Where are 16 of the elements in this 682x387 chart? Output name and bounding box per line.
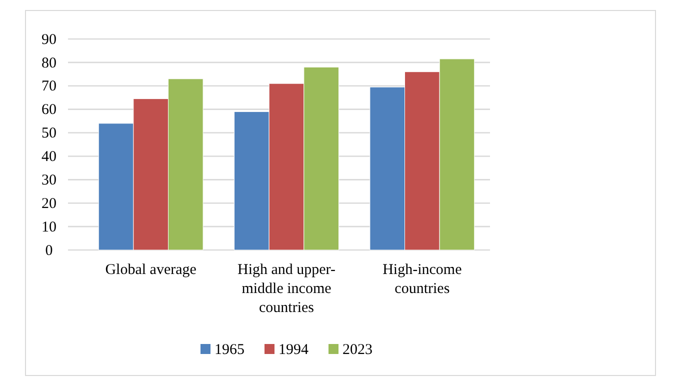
legend-label: 1994: [278, 342, 309, 358]
x-tick-label: High-income countries: [382, 262, 462, 297]
x-tick-label: High and upper-middle income countries: [237, 262, 336, 316]
y-tick-label: 0: [45, 242, 53, 259]
x-tick-label: Global average: [105, 262, 197, 278]
y-tick-label: 50: [42, 126, 56, 142]
y-tick-label: 10: [42, 219, 56, 236]
y-tick-label: 40: [42, 149, 56, 166]
legend-label: 1965: [214, 342, 244, 358]
y-tick-label: 90: [42, 32, 56, 48]
y-tick-label: 70: [42, 78, 56, 95]
y-tick-label: 20: [42, 196, 56, 212]
legend-label: 2023: [342, 342, 372, 358]
y-tick-label: 30: [42, 172, 56, 188]
y-tick-label: 60: [42, 102, 56, 118]
y-tick-label: 80: [42, 55, 56, 72]
